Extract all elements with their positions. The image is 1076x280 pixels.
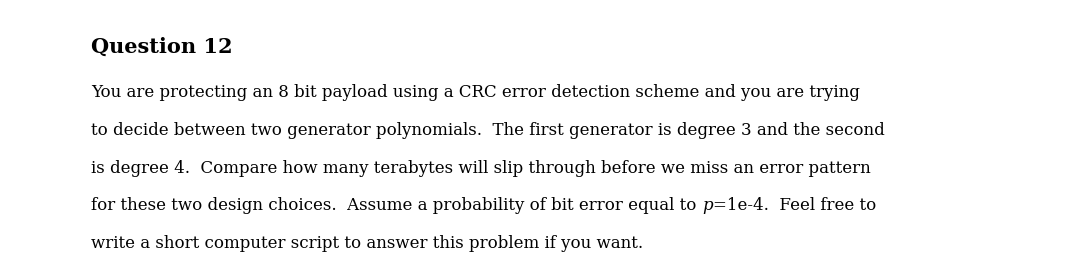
- Text: Question 12: Question 12: [91, 36, 233, 56]
- Text: p: p: [702, 197, 712, 214]
- Text: write a short computer script to answer this problem if you want.: write a short computer script to answer …: [91, 235, 643, 252]
- Text: =1e-4.  Feel free to: =1e-4. Feel free to: [712, 197, 876, 214]
- Text: for these two design choices.  Assume a probability of bit error equal to: for these two design choices. Assume a p…: [91, 197, 702, 214]
- Text: to decide between two generator polynomials.  The first generator is degree 3 an: to decide between two generator polynomi…: [91, 122, 886, 139]
- Text: is degree 4.  Compare how many terabytes will slip through before we miss an err: is degree 4. Compare how many terabytes …: [91, 160, 872, 177]
- Text: You are protecting an 8 bit payload using a CRC error detection scheme and you a: You are protecting an 8 bit payload usin…: [91, 84, 861, 101]
